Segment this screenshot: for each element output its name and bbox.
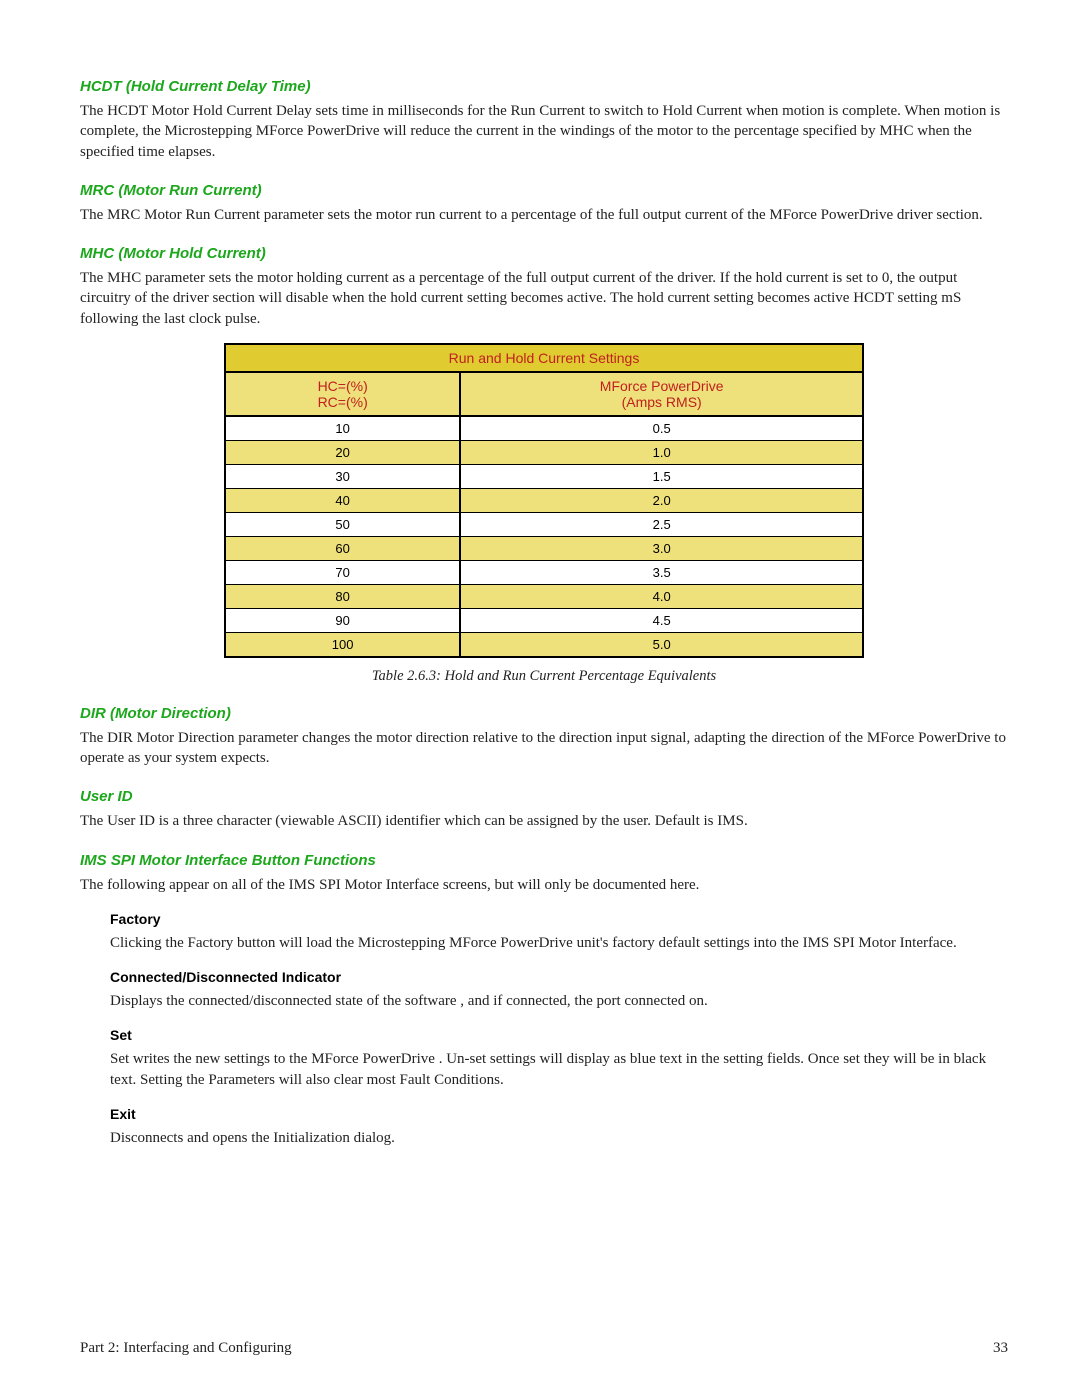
table-cell-pct: 10 — [226, 417, 461, 440]
table-header-left-line2: RC=(%) — [318, 394, 368, 410]
table-row: 804.0 — [226, 585, 862, 609]
table-cell-pct: 40 — [226, 489, 461, 512]
heading-hcdt: HCDT (Hold Current Delay Time) — [80, 78, 1008, 95]
table-row: 904.5 — [226, 609, 862, 633]
table-cell-pct: 60 — [226, 537, 461, 560]
subheading-set: Set — [110, 1027, 1008, 1043]
table-cell-amps: 1.5 — [461, 465, 862, 488]
table-cell-pct: 80 — [226, 585, 461, 608]
table-cell-amps: 2.0 — [461, 489, 862, 512]
heading-userid: User ID — [80, 788, 1008, 805]
table-cell-amps: 4.0 — [461, 585, 862, 608]
table-row: 201.0 — [226, 441, 862, 465]
subheading-factory: Factory — [110, 911, 1008, 927]
para-mrc: The MRC Motor Run Current parameter sets… — [80, 205, 1008, 225]
subheading-exit: Exit — [110, 1106, 1008, 1122]
table-row: 100.5 — [226, 417, 862, 441]
table-cell-amps: 3.0 — [461, 537, 862, 560]
table-row: 603.0 — [226, 537, 862, 561]
table-header-left-line1: HC=(%) — [318, 378, 368, 394]
table-cell-pct: 70 — [226, 561, 461, 584]
subpara-factory: Clicking the Factory button will load th… — [110, 933, 1008, 953]
table-row: 301.5 — [226, 465, 862, 489]
para-ims-spi: The following appear on all of the IMS S… — [80, 875, 1008, 895]
subpara-set: Set writes the new settings to the MForc… — [110, 1049, 1008, 1090]
current-settings-table: Run and Hold Current Settings HC=(%) RC=… — [224, 343, 864, 658]
subheading-connected: Connected/Disconnected Indicator — [110, 969, 1008, 985]
table-cell-amps: 0.5 — [461, 417, 862, 440]
heading-mrc: MRC (Motor Run Current) — [80, 182, 1008, 199]
table-row: 502.5 — [226, 513, 862, 537]
heading-dir: DIR (Motor Direction) — [80, 705, 1008, 722]
para-hcdt: The HCDT Motor Hold Current Delay sets t… — [80, 101, 1008, 162]
table-cell-amps: 5.0 — [461, 633, 862, 656]
table-body: 100.5201.0301.5402.0502.5603.0703.5804.0… — [226, 417, 862, 656]
table-cell-pct: 50 — [226, 513, 461, 536]
table-header-row: HC=(%) RC=(%) MForce PowerDrive (Amps RM… — [226, 373, 862, 417]
table-caption: Table 2.6.3: Hold and Run Current Percen… — [80, 668, 1008, 685]
table-header-right-line2: (Amps RMS) — [622, 394, 702, 410]
table-header-right-line1: MForce PowerDrive — [600, 378, 724, 394]
table-cell-amps: 3.5 — [461, 561, 862, 584]
para-mhc: The MHC parameter sets the motor holding… — [80, 268, 1008, 329]
footer-left: Part 2: Interfacing and Configuring — [80, 1340, 292, 1357]
table-cell-pct: 90 — [226, 609, 461, 632]
para-dir: The DIR Motor Direction parameter change… — [80, 728, 1008, 769]
table-cell-amps: 2.5 — [461, 513, 862, 536]
heading-ims-spi: IMS SPI Motor Interface Button Functions — [80, 852, 1008, 869]
heading-mhc: MHC (Motor Hold Current) — [80, 245, 1008, 262]
table-cell-amps: 1.0 — [461, 441, 862, 464]
table-titlebar: Run and Hold Current Settings — [226, 345, 862, 373]
table-header-left: HC=(%) RC=(%) — [226, 373, 461, 415]
table-cell-pct: 20 — [226, 441, 461, 464]
page-footer: Part 2: Interfacing and Configuring 33 — [80, 1340, 1008, 1357]
table-cell-pct: 30 — [226, 465, 461, 488]
para-userid: The User ID is a three character (viewab… — [80, 811, 1008, 831]
footer-page-number: 33 — [993, 1340, 1008, 1357]
subpara-exit: Disconnects and opens the Initialization… — [110, 1128, 1008, 1148]
table-cell-amps: 4.5 — [461, 609, 862, 632]
table-cell-pct: 100 — [226, 633, 461, 656]
table-row: 1005.0 — [226, 633, 862, 656]
table-row: 402.0 — [226, 489, 862, 513]
table-row: 703.5 — [226, 561, 862, 585]
table-header-right: MForce PowerDrive (Amps RMS) — [461, 373, 862, 415]
subpara-connected: Displays the connected/disconnected stat… — [110, 991, 1008, 1011]
